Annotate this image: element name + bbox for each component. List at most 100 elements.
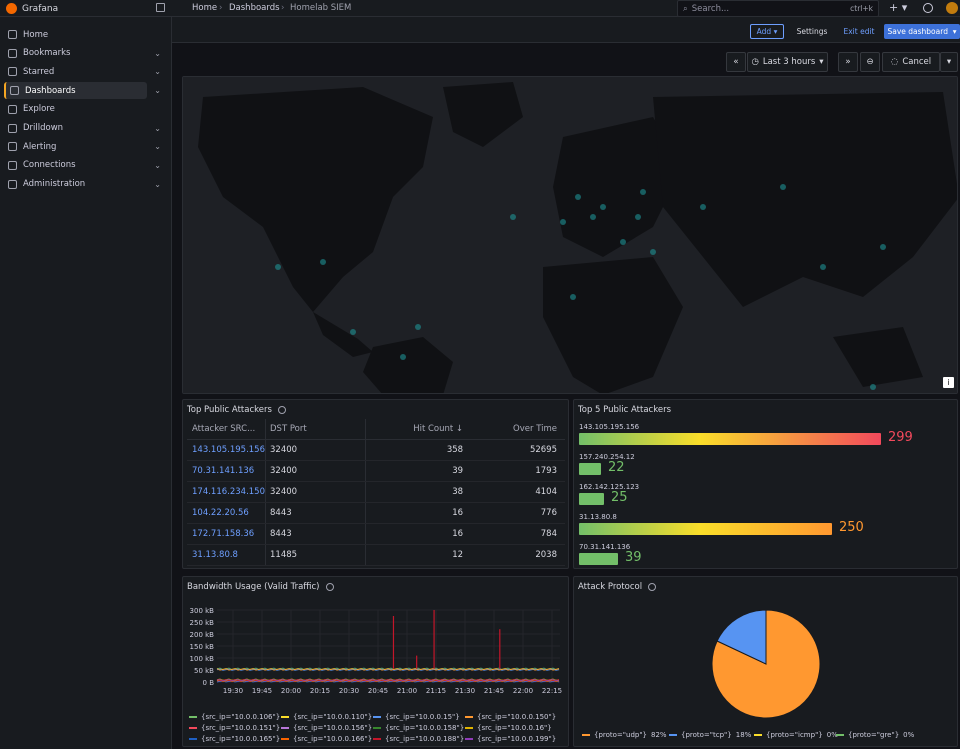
breadcrumb-home[interactable]: Home (192, 3, 218, 13)
zoom-out-icon[interactable]: ⊖ (860, 52, 880, 72)
table-row[interactable]: 172.71.158.36 8443 16 784 (187, 523, 565, 545)
sidebar-item-home[interactable]: Home (4, 26, 147, 43)
protocol-pie-chart[interactable] (706, 607, 826, 722)
legend-item[interactable]: {src_ip="10.0.0.158"} (373, 724, 464, 732)
column-header-overtime[interactable]: Over Time (471, 419, 565, 440)
attacker-ip-link[interactable]: 174.116.234.150 (187, 481, 266, 503)
pie-slice[interactable] (716, 609, 767, 665)
legend-item[interactable]: {src_ip="10.0.0.15"} (373, 713, 460, 721)
attack-hotspot[interactable] (635, 214, 641, 220)
legend-item[interactable]: {src_ip="10.0.0.16"} (465, 724, 552, 732)
attack-hotspot[interactable] (650, 249, 656, 255)
legend-item[interactable]: {src_ip="10.0.0.110"} (281, 713, 372, 721)
save-dashboard-button[interactable]: Save dashboard ▾ (884, 24, 960, 39)
attack-hotspot[interactable] (560, 219, 566, 225)
bandwidth-chart[interactable]: 0 B 50 kB 100 kB 150 kB 200 kB 250 kB 300 kB 19… (183, 602, 568, 707)
search-input[interactable]: ⌕ Search... ctrl+k (677, 0, 879, 17)
column-header-port[interactable]: DST Port (265, 419, 366, 440)
legend-item[interactable]: {src_ip="10.0.0.156"} (281, 724, 372, 732)
chevron-down-icon[interactable]: ⌄ (154, 123, 161, 133)
attack-hotspot[interactable] (275, 264, 281, 270)
legend-item[interactable]: {src_ip="10.0.0.199"} (465, 735, 556, 743)
help-icon[interactable] (923, 3, 933, 13)
legend-item[interactable]: {src_ip="10.0.0.150"} (465, 713, 556, 721)
sidebar-item-drilldown[interactable]: Drilldown ⌄ (4, 120, 161, 137)
settings-button[interactable]: Settings (796, 27, 828, 36)
cancel-button[interactable]: ◌ Cancel (882, 52, 940, 72)
bar-gauge-bar[interactable] (579, 493, 604, 505)
legend-item[interactable]: {src_ip="10.0.0.151"} (189, 724, 280, 732)
attack-hotspot[interactable] (415, 324, 421, 330)
time-range-picker[interactable]: ◷ Last 3 hours ▾ (747, 52, 828, 72)
world-map-panel[interactable]: i (182, 76, 958, 394)
attack-hotspot[interactable] (780, 184, 786, 190)
legend-item[interactable]: {src_ip="10.0.0.188"} (373, 735, 464, 743)
add-button[interactable]: Add ▾ (750, 24, 784, 39)
legend-item[interactable]: {src_ip="10.0.0.106"} (189, 713, 280, 721)
attack-hotspot[interactable] (590, 214, 596, 220)
attack-hotspot[interactable] (570, 294, 576, 300)
attacker-ip-link[interactable]: 31.13.80.8 (187, 544, 266, 566)
attack-hotspot[interactable] (700, 204, 706, 210)
avatar[interactable] (946, 2, 958, 14)
attack-hotspot[interactable] (600, 204, 606, 210)
sidebar-item-administration[interactable]: Administration ⌄ (4, 176, 161, 193)
info-icon[interactable] (648, 583, 657, 591)
column-header-src[interactable]: Attacker SRC... (187, 419, 266, 440)
sidebar-item-explore[interactable]: Explore (4, 101, 147, 118)
chevron-down-icon[interactable]: ⌄ (154, 160, 161, 170)
sidebar-item-connections[interactable]: Connections ⌄ (4, 157, 161, 174)
bar-gauge-bar[interactable] (579, 553, 618, 565)
attack-hotspot[interactable] (575, 194, 581, 200)
sidebar-item-alerting[interactable]: Alerting ⌄ (4, 138, 161, 155)
legend-item[interactable]: {src_ip="10.0.0.166"} (281, 735, 372, 743)
column-header-hits[interactable]: Hit Count ↓ (365, 419, 472, 440)
attack-hotspot[interactable] (350, 329, 356, 335)
attacker-ip-link[interactable]: 172.71.158.36 (187, 523, 266, 545)
chevron-down-icon[interactable]: ⌄ (154, 48, 161, 58)
cancel-options-icon[interactable]: ▾ (940, 52, 958, 72)
attack-hotspot[interactable] (620, 239, 626, 245)
brand[interactable]: Grafana (6, 3, 58, 14)
attack-hotspot[interactable] (510, 214, 516, 220)
time-back-icon[interactable]: « (726, 52, 746, 72)
attack-hotspot[interactable] (320, 259, 326, 265)
bar-gauge-bar[interactable] (579, 433, 881, 445)
bar-gauge-bar[interactable] (579, 523, 832, 535)
attacker-ip-link[interactable]: 143.105.195.156 (187, 439, 266, 461)
sidebar-item-dashboards[interactable]: Dashboards ⌄ (4, 82, 161, 100)
table-row[interactable]: 70.31.141.136 32400 39 1793 (187, 460, 565, 482)
legend-item[interactable]: {proto="icmp"} 0% (754, 731, 838, 739)
table-row[interactable]: 104.22.20.56 8443 16 776 (187, 502, 565, 524)
attack-hotspot[interactable] (870, 384, 876, 390)
chevron-down-icon[interactable]: ⌄ (154, 179, 161, 189)
info-icon[interactable] (325, 583, 334, 591)
attack-hotspot[interactable] (820, 264, 826, 270)
attacker-ip-link[interactable]: 104.22.20.56 (187, 502, 266, 524)
legend-item[interactable]: {proto="gre"} 0% (836, 731, 914, 739)
chevron-down-icon[interactable]: ⌄ (154, 142, 161, 152)
bar-gauge-bar[interactable] (579, 463, 601, 475)
attack-hotspot[interactable] (400, 354, 406, 360)
attack-hotspot[interactable] (640, 189, 646, 195)
breadcrumb-dashboards[interactable]: Dashboards (229, 3, 280, 13)
attack-hotspot[interactable] (880, 244, 886, 250)
attacker-ip-link[interactable]: 70.31.141.136 (187, 460, 266, 482)
world-map[interactable] (183, 77, 958, 394)
time-forward-icon[interactable]: » (838, 52, 858, 72)
exit-edit-button[interactable]: Exit edit (843, 27, 875, 36)
map-info-icon[interactable]: i (943, 377, 954, 388)
table-row[interactable]: 31.13.80.8 11485 12 2038 (187, 544, 565, 566)
sidebar-item-bookmarks[interactable]: Bookmarks ⌄ (4, 45, 161, 62)
new-plus-icon[interactable]: + ▾ (889, 1, 908, 14)
sidebar-item-starred[interactable]: Starred ⌄ (4, 63, 161, 80)
info-icon[interactable] (277, 406, 286, 414)
legend-item[interactable]: {proto="udp"} 82% (582, 731, 667, 739)
legend-item[interactable]: {proto="tcp"} 18% (669, 731, 751, 739)
dock-menu-icon[interactable] (156, 3, 165, 12)
chevron-down-icon[interactable]: ⌄ (154, 67, 161, 77)
table-row[interactable]: 143.105.195.156 32400 358 52695 (187, 439, 565, 461)
legend-item[interactable]: {src_ip="10.0.0.165"} (189, 735, 280, 743)
chevron-down-icon[interactable]: ⌄ (154, 86, 161, 96)
table-row[interactable]: 174.116.234.150 32400 38 4104 (187, 481, 565, 503)
